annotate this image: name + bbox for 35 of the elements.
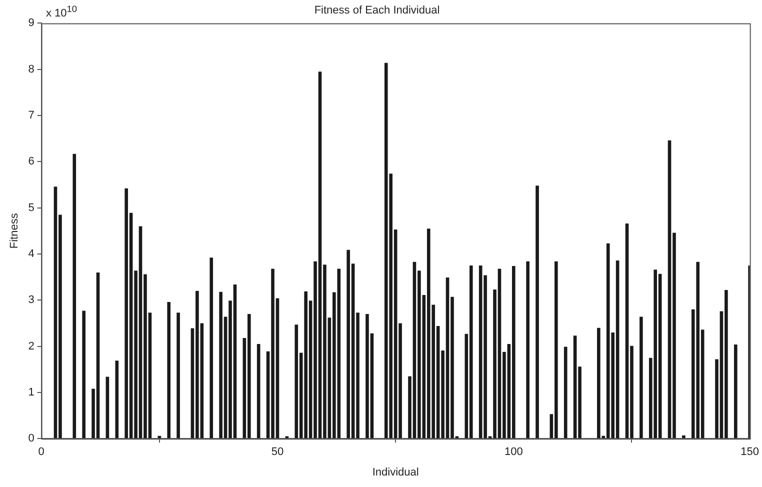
bar (115, 360, 119, 438)
y-tick-label: 4 (28, 248, 34, 260)
x-axis-title: Individual (372, 466, 419, 478)
bar (640, 316, 643, 438)
bar (158, 436, 162, 438)
bar (72, 154, 76, 438)
bar (682, 435, 686, 438)
bar (247, 314, 251, 438)
y-tick-label: 6 (28, 156, 34, 168)
bar (176, 312, 180, 438)
bar (82, 310, 86, 438)
chart-title: Fitness of Each Individual (314, 4, 440, 17)
bar (210, 258, 214, 438)
bar (469, 266, 473, 438)
y-axis-title: Fitness (8, 212, 21, 249)
bar (564, 346, 568, 438)
x-tick-label: 100 (504, 446, 523, 458)
bar (167, 302, 170, 438)
bar (536, 186, 539, 438)
bar (106, 376, 110, 438)
y-tick-label: 3 (28, 294, 34, 306)
x-tick-label: 0 (38, 446, 44, 458)
y-tick-label: 7 (28, 110, 34, 122)
y-tick-label: 1 (28, 386, 34, 398)
bar (734, 344, 738, 438)
y-tick-label: 0 (28, 432, 34, 445)
bar (526, 261, 530, 438)
y-tick-label: 8 (28, 63, 34, 76)
y-tick-label: 9 (28, 17, 34, 30)
bar (256, 344, 260, 438)
x-tick-label: 50 (271, 446, 284, 458)
x-tick-label: 150 (740, 446, 760, 458)
y-tick-label: 5 (28, 202, 34, 214)
text: x 10$^{10}$ (46, 4, 77, 20)
y-tick-label: 2 (28, 340, 34, 352)
